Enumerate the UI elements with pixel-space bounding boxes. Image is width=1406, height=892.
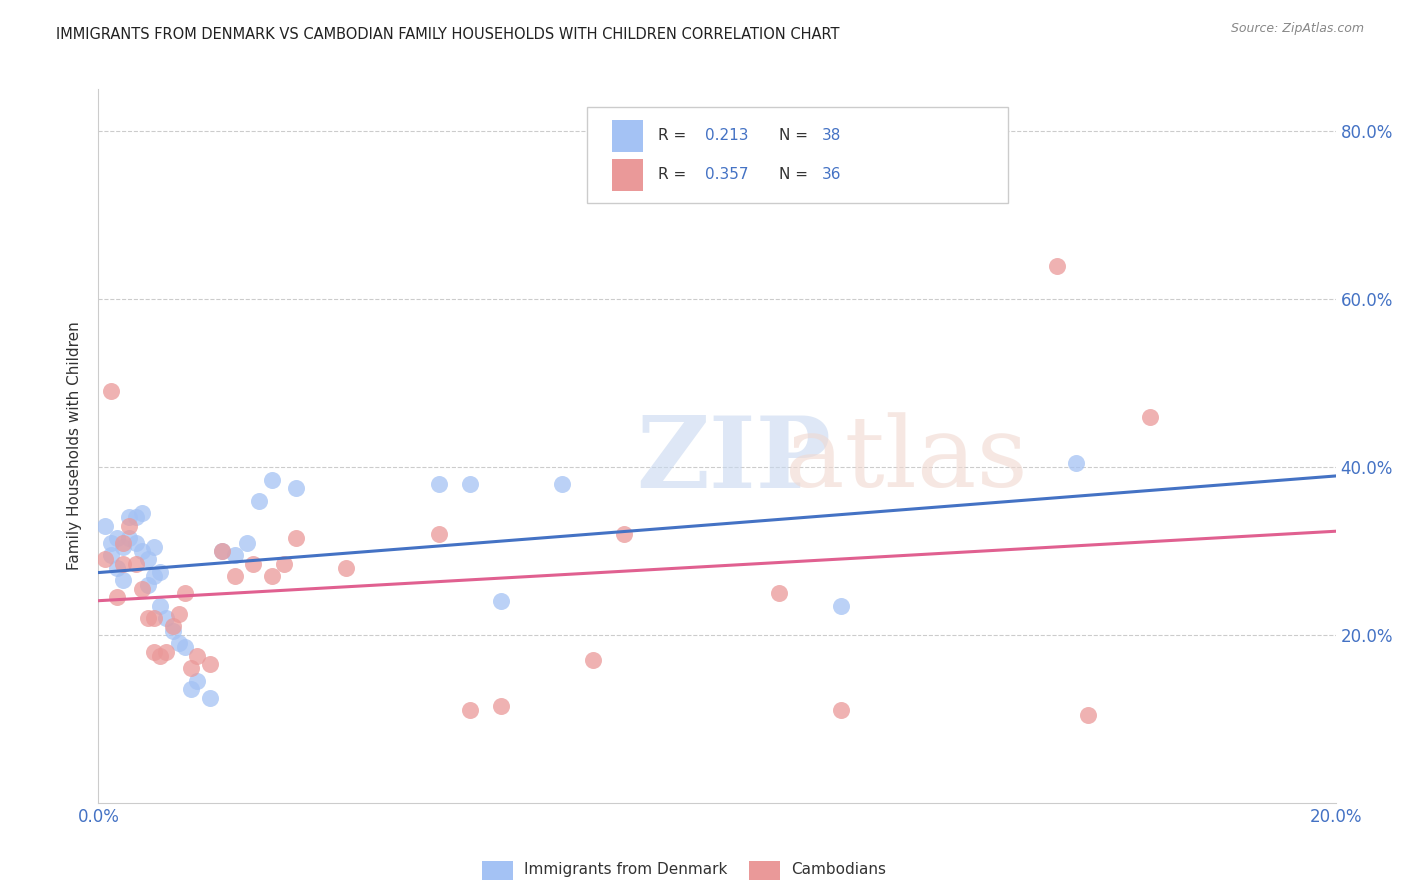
- Point: [489, 594, 512, 608]
- Point: [273, 557, 295, 571]
- Point: [162, 624, 184, 638]
- Text: IMMIGRANTS FROM DENMARK VS CAMBODIAN FAMILY HOUSEHOLDS WITH CHILDREN CORRELATION: IMMIGRANTS FROM DENMARK VS CAMBODIAN FAM…: [56, 27, 839, 42]
- Point: [1046, 259, 1069, 273]
- Y-axis label: Family Households with Children: Family Households with Children: [67, 322, 83, 570]
- Point: [198, 690, 221, 705]
- Point: [112, 574, 135, 588]
- Point: [211, 544, 233, 558]
- Point: [551, 476, 574, 491]
- Point: [768, 586, 790, 600]
- Point: [112, 535, 135, 549]
- Point: [236, 535, 259, 549]
- Point: [149, 599, 172, 613]
- Point: [124, 557, 146, 571]
- Point: [830, 599, 852, 613]
- Point: [131, 582, 153, 596]
- Point: [1077, 707, 1099, 722]
- Point: [335, 560, 357, 574]
- Point: [427, 476, 450, 491]
- Point: [1139, 409, 1161, 424]
- Text: 38: 38: [823, 128, 842, 143]
- Point: [143, 569, 166, 583]
- Point: [613, 527, 636, 541]
- Point: [100, 535, 122, 549]
- Point: [224, 569, 246, 583]
- Point: [112, 557, 135, 571]
- Point: [198, 657, 221, 672]
- Point: [124, 535, 146, 549]
- Text: Cambodians: Cambodians: [792, 863, 887, 877]
- Point: [174, 586, 197, 600]
- Text: 36: 36: [823, 168, 842, 182]
- Point: [100, 548, 122, 562]
- Point: [242, 557, 264, 571]
- Point: [155, 611, 177, 625]
- Point: [100, 384, 122, 399]
- Point: [118, 518, 141, 533]
- Point: [105, 590, 128, 604]
- Point: [174, 640, 197, 655]
- Point: [149, 565, 172, 579]
- Point: [93, 552, 115, 566]
- Point: [112, 540, 135, 554]
- Point: [285, 532, 308, 546]
- Point: [458, 703, 481, 717]
- Text: N =: N =: [779, 128, 813, 143]
- Point: [260, 569, 283, 583]
- Point: [136, 611, 159, 625]
- Point: [285, 481, 308, 495]
- Point: [224, 548, 246, 562]
- Text: ZIP: ZIP: [637, 412, 831, 508]
- Point: [1064, 456, 1087, 470]
- Text: Source: ZipAtlas.com: Source: ZipAtlas.com: [1230, 22, 1364, 36]
- Point: [155, 645, 177, 659]
- Point: [105, 532, 128, 546]
- Point: [162, 619, 184, 633]
- Point: [93, 518, 115, 533]
- Point: [211, 544, 233, 558]
- Point: [131, 544, 153, 558]
- Point: [186, 648, 208, 663]
- Text: atlas: atlas: [785, 412, 1028, 508]
- Point: [186, 674, 208, 689]
- Point: [143, 611, 166, 625]
- Point: [167, 636, 190, 650]
- FancyBboxPatch shape: [612, 159, 643, 191]
- Point: [489, 699, 512, 714]
- Point: [131, 506, 153, 520]
- FancyBboxPatch shape: [612, 120, 643, 152]
- Point: [143, 645, 166, 659]
- Point: [105, 560, 128, 574]
- Point: [582, 653, 605, 667]
- Point: [830, 703, 852, 717]
- Text: 0.357: 0.357: [704, 168, 748, 182]
- Point: [427, 527, 450, 541]
- Point: [136, 552, 159, 566]
- Point: [118, 510, 141, 524]
- Text: N =: N =: [779, 168, 813, 182]
- Text: 0.213: 0.213: [704, 128, 748, 143]
- Point: [247, 493, 270, 508]
- Point: [458, 476, 481, 491]
- Point: [180, 661, 202, 675]
- Text: R =: R =: [658, 128, 690, 143]
- Point: [124, 510, 146, 524]
- Point: [143, 540, 166, 554]
- Point: [136, 577, 159, 591]
- Point: [118, 532, 141, 546]
- Text: R =: R =: [658, 168, 690, 182]
- Point: [167, 607, 190, 621]
- Point: [149, 648, 172, 663]
- Text: Immigrants from Denmark: Immigrants from Denmark: [524, 863, 728, 877]
- FancyBboxPatch shape: [588, 107, 1008, 203]
- Point: [180, 682, 202, 697]
- Point: [260, 473, 283, 487]
